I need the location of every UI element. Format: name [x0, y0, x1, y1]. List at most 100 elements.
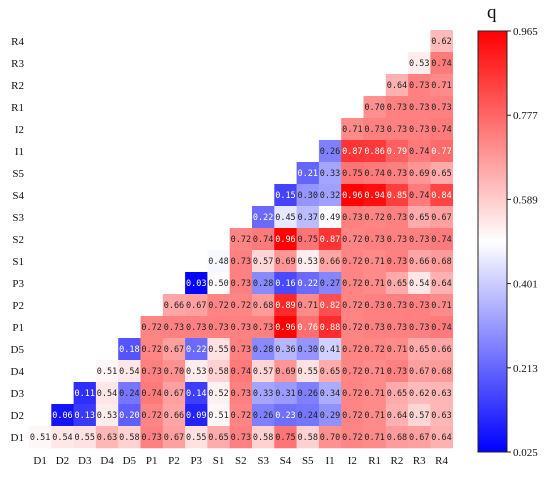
heatmap-cell-label: 0.67 — [164, 345, 184, 355]
heatmap-cell-label: 0.94 — [364, 191, 384, 201]
heatmap-cell-label: 0.67 — [431, 213, 451, 223]
heatmap-cell — [385, 118, 409, 141]
heatmap-cell — [385, 338, 409, 361]
heatmap-cell — [385, 96, 409, 119]
heatmap-cell — [296, 184, 320, 207]
y-tick-label: P3 — [12, 278, 24, 290]
heatmap-cell — [430, 360, 453, 383]
heatmap-cell-label: 0.75 — [342, 169, 362, 179]
heatmap-cell-label: 0.71 — [387, 345, 407, 355]
heatmap-cell-label: 0.65 — [387, 279, 407, 289]
heatmap-cell — [363, 140, 387, 163]
x-tick-label: S3 — [257, 455, 269, 467]
heatmap-cell-label: 0.54 — [52, 433, 72, 443]
heatmap-cell — [140, 338, 164, 361]
heatmap-cell — [363, 272, 387, 295]
heatmap-cell — [274, 382, 297, 405]
heatmap-cell-label: 0.73 — [364, 125, 384, 135]
x-tick-label: I2 — [348, 455, 357, 467]
heatmap-cell-label: 0.64 — [431, 433, 451, 443]
heatmap-cell-label: 0.72 — [342, 411, 362, 421]
heatmap-cell-label: 0.29 — [320, 411, 340, 421]
heatmap-cell-label: 0.48 — [208, 257, 228, 267]
heatmap-cell-label: 0.66 — [409, 257, 429, 267]
heatmap-cell — [185, 426, 208, 449]
heatmap-cell — [296, 338, 320, 361]
heatmap-cell — [229, 360, 253, 383]
y-tick-label: D3 — [11, 388, 25, 400]
y-tick-label: S3 — [12, 212, 24, 224]
heatmap-cell-label: 0.57 — [409, 411, 429, 421]
heatmap-cell-label: 0.65 — [320, 367, 340, 377]
heatmap-cell — [185, 404, 208, 427]
heatmap-cell-label: 0.73 — [409, 323, 429, 333]
heatmap-cell-label: 0.76 — [298, 323, 318, 333]
heatmap-cell — [252, 250, 275, 273]
y-tick-label: D2 — [11, 410, 24, 422]
heatmap-cell — [385, 294, 409, 317]
heatmap-cell — [162, 338, 186, 361]
heatmap-cell-label: 0.06 — [52, 411, 72, 421]
heatmap-cell-label: 0.72 — [342, 279, 362, 289]
heatmap-cell-label: 0.24 — [119, 389, 139, 399]
heatmap-cell — [318, 294, 342, 317]
heatmap-cell — [185, 316, 208, 339]
heatmap-cell — [408, 338, 431, 361]
heatmap-cell — [207, 294, 230, 317]
heatmap-cell-label: 0.73 — [387, 323, 407, 333]
heatmap-cell — [363, 228, 387, 251]
heatmap-cell-label: 0.32 — [320, 191, 340, 201]
heatmap-cell — [296, 360, 320, 383]
heatmap-cell — [408, 228, 431, 251]
heatmap-cell-label: 0.71 — [298, 301, 318, 311]
heatmap-cell-label: 0.68 — [431, 257, 451, 267]
heatmap-cell-label: 0.73 — [409, 103, 429, 113]
heatmap-cell-label: 0.84 — [431, 191, 451, 201]
heatmap-cell-label: 0.36 — [275, 345, 295, 355]
heatmap-cell — [430, 294, 453, 317]
heatmap-cell-label: 0.14 — [186, 389, 206, 399]
heatmap-cell-label: 0.74 — [431, 323, 451, 333]
heatmap-cell-label: 0.67 — [186, 301, 206, 311]
heatmap-cell — [430, 404, 453, 427]
y-tick-label: I1 — [15, 146, 24, 158]
heatmap-cell-label: 0.49 — [320, 213, 340, 223]
heatmap-cell — [118, 382, 141, 405]
heatmap-cell-label: 0.73 — [231, 279, 251, 289]
x-tick-label: P2 — [168, 455, 180, 467]
heatmap-cell-label: 0.71 — [364, 411, 384, 421]
heatmap-cell — [408, 272, 431, 295]
heatmap-cell-label: 0.24 — [298, 411, 318, 421]
heatmap-cell — [318, 140, 342, 163]
heatmap-cell-label: 0.74 — [409, 191, 429, 201]
heatmap-cell — [430, 118, 453, 141]
heatmap-cell-label: 0.73 — [387, 169, 407, 179]
x-tick-label: D5 — [123, 455, 137, 467]
heatmap-cell — [363, 118, 387, 141]
heatmap-cell-label: 0.57 — [253, 257, 273, 267]
heatmap-cell-label: 0.73 — [364, 301, 384, 311]
heatmap-cell-label: 0.75 — [298, 235, 318, 245]
heatmap-cell-label: 0.72 — [342, 301, 362, 311]
heatmap-cell — [95, 426, 119, 449]
heatmap-cell — [296, 316, 320, 339]
heatmap-cell — [140, 316, 164, 339]
heatmap-cell-label: 0.58 — [253, 433, 273, 443]
heatmap-cell-label: 0.55 — [298, 367, 318, 377]
heatmap-cell-label: 0.58 — [208, 367, 228, 377]
heatmap-cell — [385, 228, 409, 251]
heatmap-cell-label: 0.73 — [387, 367, 407, 377]
x-tick-label: I1 — [325, 455, 334, 467]
heatmap-cell-label: 0.70 — [164, 367, 184, 377]
heatmap-cell — [363, 316, 387, 339]
colorbar-tick-label: 0.777 — [513, 110, 538, 122]
x-tick-label: D3 — [78, 455, 92, 467]
heatmap-cell — [162, 404, 186, 427]
heatmap-cell — [363, 338, 387, 361]
heatmap-cell-label: 0.73 — [253, 323, 273, 333]
y-tick-label: P1 — [12, 322, 24, 334]
heatmap-cell-label: 0.72 — [231, 235, 251, 245]
heatmap-cell — [274, 206, 297, 229]
heatmap-cell-label: 0.73 — [387, 103, 407, 113]
heatmap-cell-label: 0.72 — [208, 301, 228, 311]
